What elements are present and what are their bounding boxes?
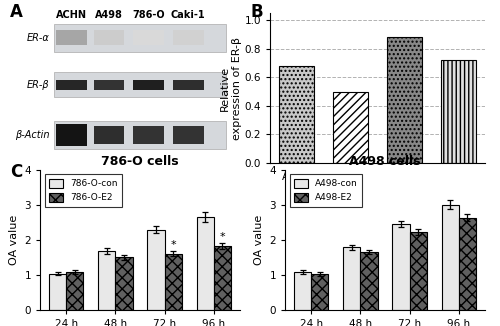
Bar [333,92,368,163]
Bar [312,274,328,310]
Text: C: C [10,163,22,181]
Bar [94,30,124,45]
Text: B: B [250,3,262,21]
Bar [442,205,458,310]
Bar [343,247,360,310]
Bar [116,257,132,310]
Text: ER-α: ER-α [27,33,50,43]
Text: *: * [220,232,225,242]
Bar [387,37,422,163]
Bar [196,217,214,310]
Title: A498 cells: A498 cells [349,156,421,168]
Text: Caki-1: Caki-1 [171,10,205,20]
Text: A: A [10,3,23,21]
Bar [164,254,182,310]
Bar [148,230,164,310]
Bar [392,224,409,310]
Bar [173,126,204,143]
Bar [56,30,87,45]
Bar [133,126,164,143]
Bar [360,252,378,310]
Bar [66,272,84,310]
Bar [173,80,204,90]
Text: β-Actin: β-Actin [15,130,50,140]
Bar [54,24,226,52]
Bar [440,60,476,163]
Bar [98,251,116,310]
Legend: 786-O-con, 786-O-E2: 786-O-con, 786-O-E2 [44,174,122,207]
Bar [280,66,314,163]
Y-axis label: OA value: OA value [254,215,264,265]
Bar [49,274,66,310]
Bar [56,124,87,146]
Bar [294,272,312,310]
Bar [54,121,226,149]
Y-axis label: OA value: OA value [9,215,19,265]
Text: 786-O: 786-O [132,10,165,20]
Bar [56,80,87,90]
Legend: A498-con, A498-E2: A498-con, A498-E2 [290,174,362,207]
Bar [94,126,124,143]
Text: ER-β: ER-β [27,80,50,90]
Bar [54,72,226,97]
Bar [214,246,231,310]
Title: 786-O cells: 786-O cells [101,156,179,168]
Bar [410,232,427,310]
Bar [133,80,164,90]
Bar [94,80,124,90]
Text: *: * [170,240,176,250]
Y-axis label: Relative
expression of ER-β: Relative expression of ER-β [220,37,242,140]
Bar [133,30,164,45]
Text: ACHN: ACHN [56,10,87,20]
Text: A498: A498 [95,10,123,20]
Bar [173,30,204,45]
Bar [458,218,476,310]
